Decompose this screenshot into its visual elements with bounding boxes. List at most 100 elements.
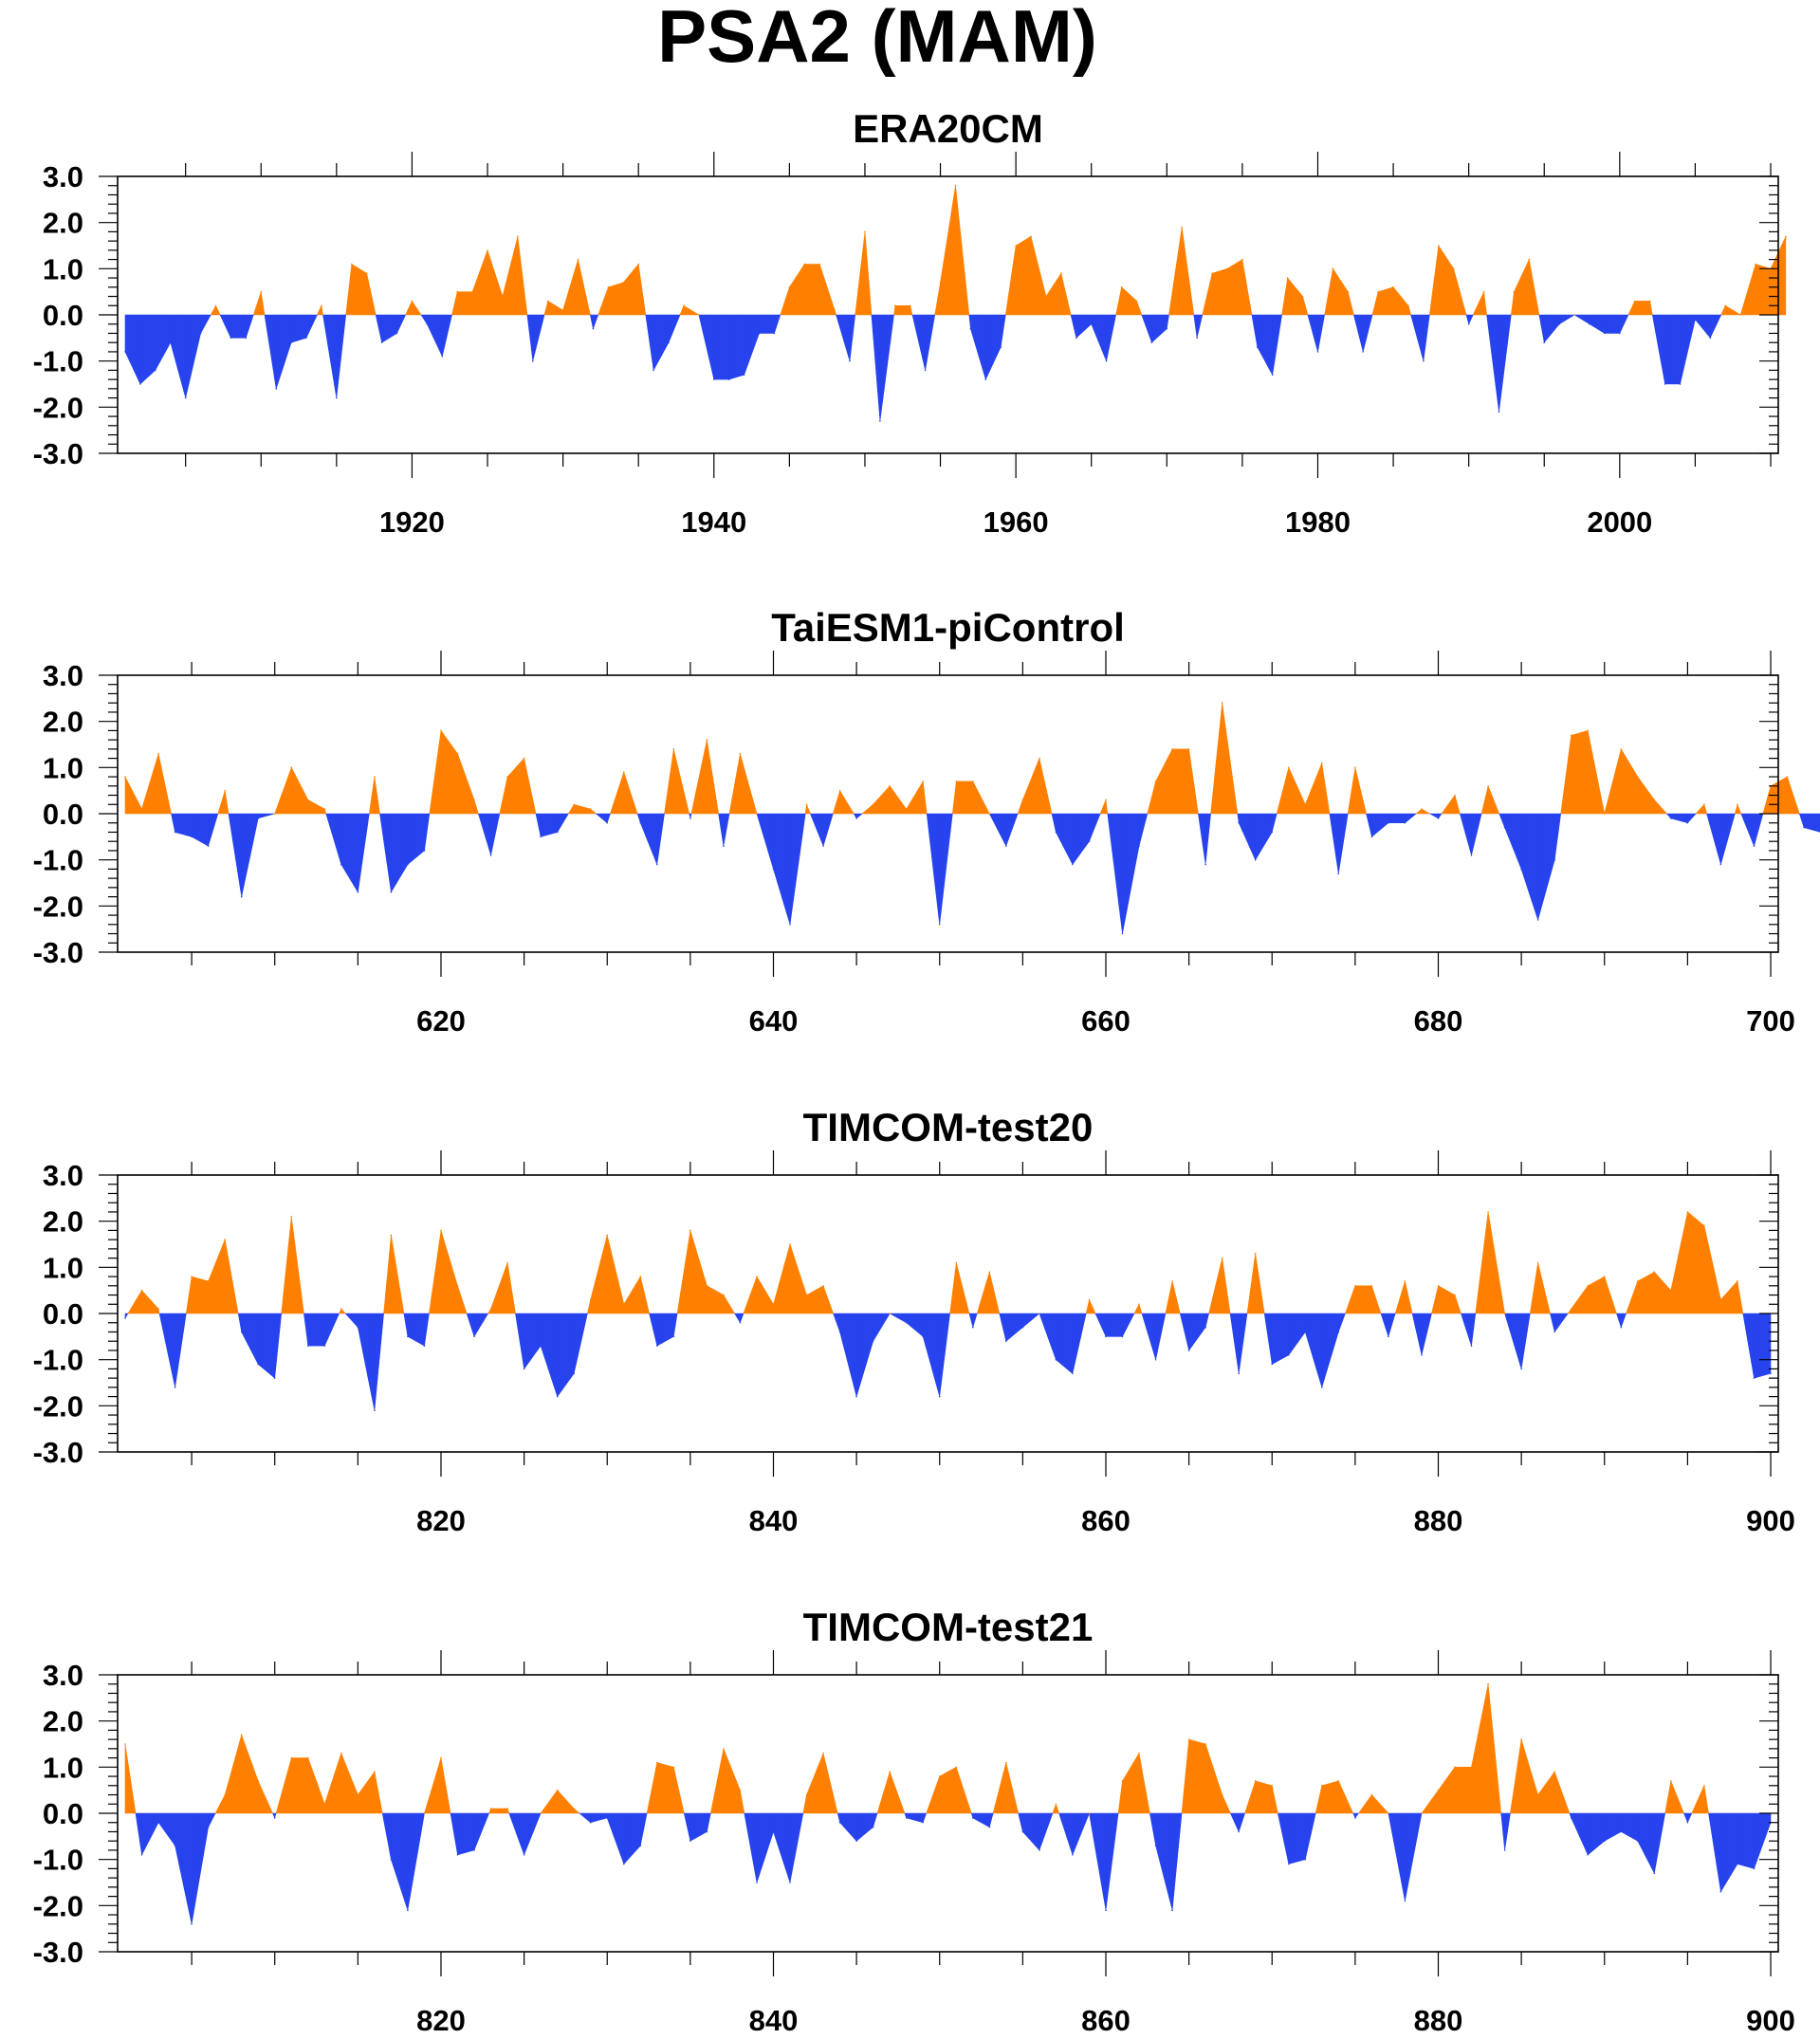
data-point [340,1752,342,1754]
data-point [1404,821,1406,824]
panel-title: TIMCOM-test20 [803,1105,1094,1149]
data-point [1573,314,1575,316]
data-point [1452,267,1455,270]
data-point [1520,868,1522,871]
data-point [1520,1738,1522,1740]
y-tick-label: -1.0 [33,1844,83,1877]
data-point [407,863,409,866]
data-point [1589,322,1590,325]
data-point [713,378,715,380]
negative-area [124,1313,1772,1411]
data-point [540,1812,542,1814]
data-point [307,799,309,801]
y-tick-label: 1.0 [43,252,83,285]
data-point [1211,272,1213,275]
y-tick-label: 3.0 [43,659,83,692]
y-tick-label: 0.0 [43,1797,83,1830]
data-point [207,845,210,847]
y-tick-label: -1.0 [33,844,83,877]
data-point [1304,803,1307,806]
data-point [1321,1387,1323,1388]
data-point [214,304,217,307]
data-point [1437,1285,1440,1287]
data-point [1553,1771,1555,1773]
x-tick-label: 820 [416,2004,466,2037]
data-point [756,813,758,815]
data-point [1637,1280,1639,1282]
data-point [938,1395,941,1398]
data-point [174,831,176,834]
x-tick-label: 620 [416,1004,466,1038]
data-point [1121,1335,1124,1338]
data-point [207,1280,210,1282]
y-tick-label: -2.0 [33,890,83,923]
y-tick-label: 3.0 [43,1659,83,1692]
data-point [140,1289,143,1292]
data-point [1045,295,1047,298]
data-point [1354,1285,1356,1287]
data-point [706,739,708,741]
data-point [323,1345,326,1347]
data-point [623,771,625,773]
data-point [606,1234,608,1237]
data-point [184,396,187,399]
data-point [1470,1766,1473,1769]
data-point [139,383,141,385]
data-point [606,821,608,824]
data-point [672,1766,675,1769]
positive-area [210,185,1787,316]
data-point [1498,411,1500,413]
data-point [1670,817,1672,819]
data-point [723,1748,725,1750]
data-point [1587,729,1589,732]
data-point [639,821,642,824]
data-point [1570,1817,1572,1819]
data-point [290,341,292,344]
data-point [772,1303,775,1306]
data-point [834,309,836,311]
y-tick-label: -3.0 [33,936,83,969]
data-point [240,895,243,898]
data-point [1370,836,1373,838]
data-point [1686,1821,1689,1824]
data-point [1238,1372,1240,1375]
data-point [954,184,957,187]
data-point [1321,1785,1323,1787]
data-point [589,1298,592,1301]
data-point [1316,351,1319,353]
data-point [1196,337,1198,340]
data-point [506,776,508,778]
panel-title: TIMCOM-test21 [803,1605,1094,1649]
y-tick-label: -3.0 [33,437,83,470]
data-point [336,396,338,399]
data-point [1105,359,1108,362]
data-point [1154,781,1157,782]
data-point [1105,1909,1107,1911]
data-point [1150,341,1153,344]
data-point [872,1826,874,1828]
data-point [1737,1863,1738,1865]
y-tick-label: -1.0 [33,1344,83,1377]
data-point [517,235,519,238]
panel-taiesm1-picontrol: TaiESM1-piControl -3.0 -2.0 -1.0 0.0 1.0 2.0 3.… [33,605,1820,1038]
data-point [1437,1789,1440,1791]
data-point [1786,776,1789,778]
data-point [889,785,891,787]
data-point [307,1756,309,1759]
data-point [124,1317,126,1319]
data-point [1724,304,1726,307]
x-tick-label: 2000 [1587,505,1652,539]
data-point [1254,1780,1257,1782]
data-point [879,420,881,422]
data-point [955,1766,958,1769]
data-point [273,1377,276,1379]
data-point [656,1761,658,1764]
data-point [789,1243,791,1245]
data-point [1105,1335,1107,1338]
data-point [440,729,442,732]
data-point [561,309,564,311]
data-point [157,1821,159,1824]
data-point [1271,1785,1273,1787]
data-point [1694,319,1697,321]
data-point [380,341,383,344]
